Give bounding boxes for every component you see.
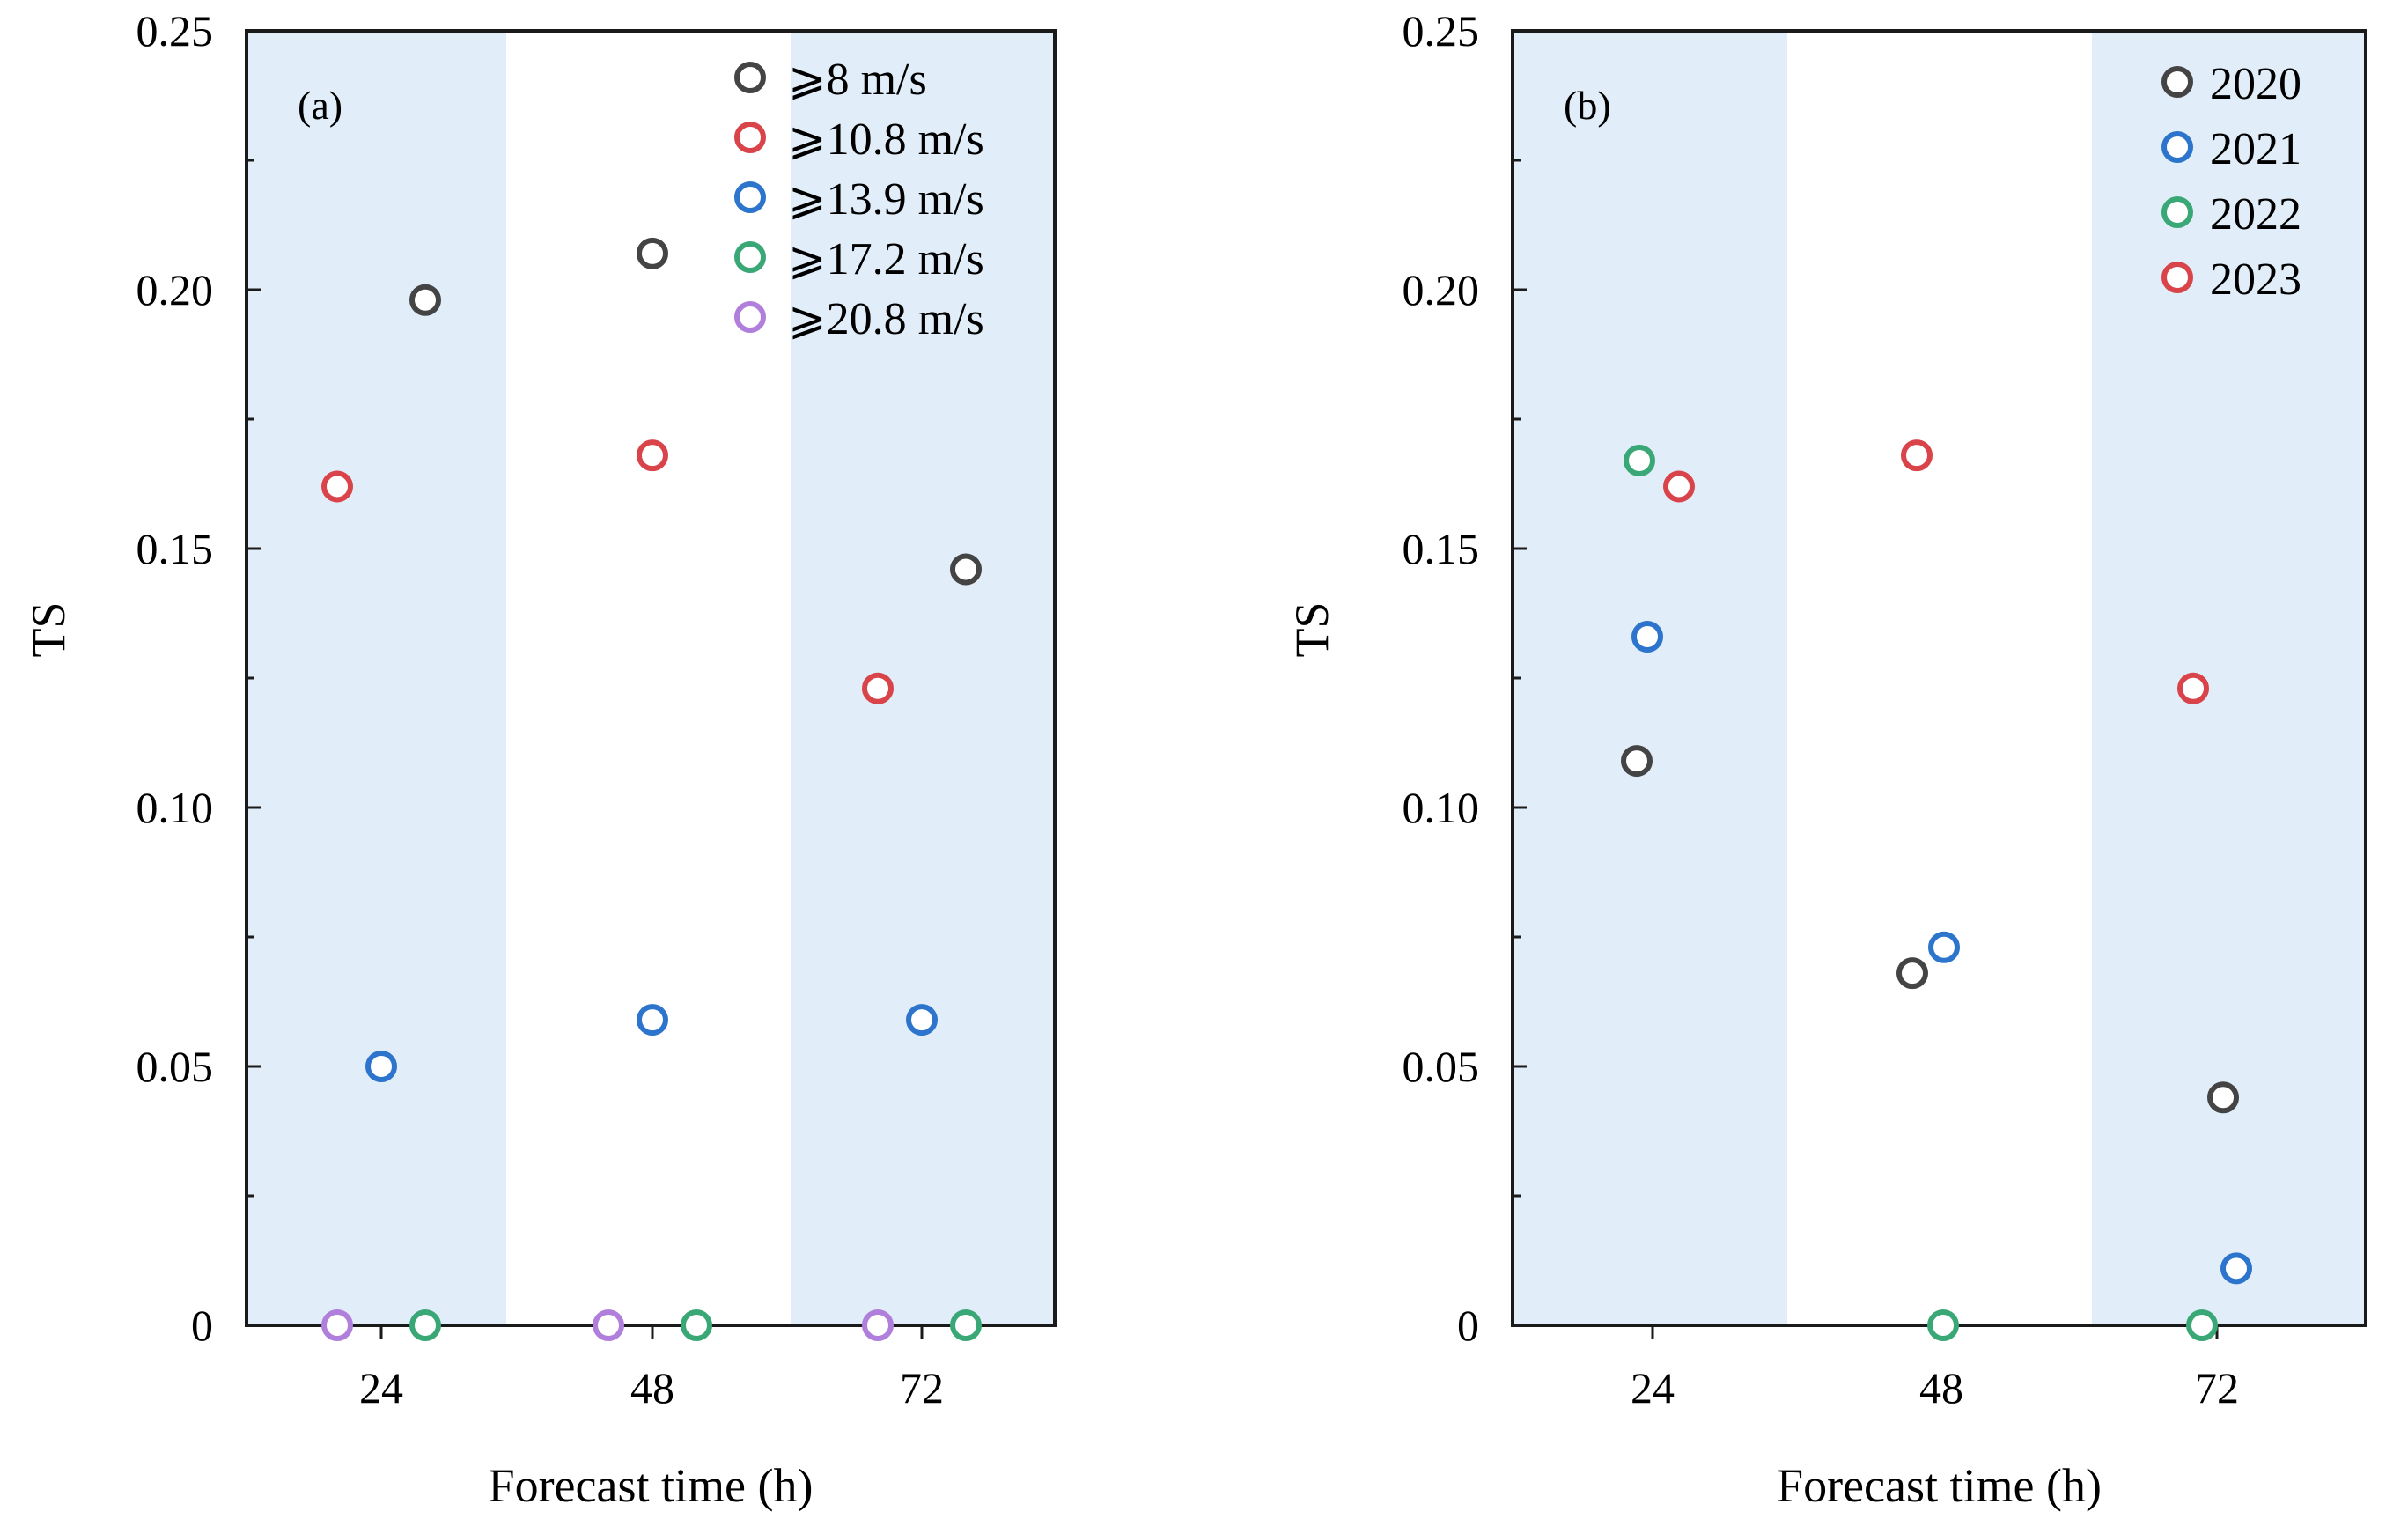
y-axis-title: TS [1285,601,1338,657]
data-point-red-48 [1901,439,1933,472]
y-tick-label: 0.15 [1403,524,1480,573]
legend-marker-black [734,62,766,93]
data-point-purple-48 [593,1309,624,1341]
data-point-green-48 [1927,1309,1959,1341]
data-point-black-24 [1621,745,1653,778]
data-point-blue-72 [2220,1252,2252,1285]
data-point-black-48 [637,237,668,269]
x-axis-title: Forecast time (h) [489,1459,814,1512]
legend-marker-red [2161,262,2193,293]
x-tick-label: 72 [2195,1363,2239,1412]
y-tick-label: 0.10 [136,783,214,832]
data-point-black-24 [409,284,441,316]
data-point-blue-24 [365,1051,397,1082]
legend-marker-blue [2161,131,2193,163]
legend-marker-purple [734,301,766,333]
panel-b: 0 0.05 0.10 0.15 0.20 0.25 24 48 72 Forecast time… [1285,6,2367,1512]
data-point-purple-72 [862,1309,894,1341]
x-axis-title: Forecast time (h) [1777,1459,2102,1512]
x-tick-label: 48 [630,1363,674,1412]
y-tick-label: 0.25 [1403,6,1480,55]
legend-marker-green [2161,196,2193,228]
x-tick-label: 24 [1631,1363,1675,1412]
data-point-green-72 [2186,1309,2218,1341]
x-tick-label: 48 [1919,1363,1963,1412]
data-point-red-72 [862,672,894,704]
data-point-green-72 [950,1309,982,1341]
y-tick-label: 0 [1457,1301,1479,1350]
legend-label: ⩾10.8 m/s [788,114,984,165]
data-point-blue-24 [1631,620,1663,653]
x-tick-label: 24 [359,1363,403,1412]
y-tick-label: 0.20 [136,265,214,314]
panel-label: (a) [298,83,342,128]
x-tick-label: 72 [900,1363,944,1412]
legend-label: ⩾8 m/s [788,55,927,105]
legend-label: 2021 [2210,124,2301,174]
legend-label: ⩾17.2 m/s [788,234,984,284]
shaded-band-24 [1513,31,1787,1325]
data-point-black-72 [2207,1081,2239,1114]
y-tick-label: 0.15 [136,524,214,573]
legend-label: ⩾20.8 m/s [788,294,984,344]
y-tick-label: 0 [191,1301,213,1350]
legend-label: 2023 [2210,254,2301,305]
data-point-red-48 [637,439,668,472]
panel-a: 0 0.05 0.10 0.15 0.20 0.25 24 48 72 Forecast time… [22,6,1057,1512]
y-tick-label: 0.25 [136,6,214,55]
shaded-band-24 [247,31,506,1325]
y-tick-label: 0.20 [1403,265,1480,314]
data-point-blue-48 [1928,931,1960,963]
data-point-green-48 [681,1309,712,1341]
legend-marker-blue [734,181,766,213]
panel-label: (b) [1564,83,1611,128]
data-point-red-72 [2177,672,2209,704]
data-point-black-72 [950,553,982,586]
data-point-green-24 [1624,445,1655,477]
legend-marker-red [734,122,766,153]
legend-label: 2022 [2210,189,2301,240]
data-point-black-48 [1896,957,1928,990]
data-point-green-24 [409,1309,441,1341]
legend-label: ⩾13.9 m/s [788,174,984,225]
y-tick-label: 0.10 [1403,783,1480,832]
legend-marker-green [734,241,766,273]
y-tick-label: 0.05 [1403,1042,1480,1091]
data-point-blue-48 [637,1004,668,1036]
data-point-red-24 [321,470,353,503]
y-axis-title: TS [22,601,75,657]
shaded-band-72 [791,31,1055,1325]
legend-label: 2020 [2210,59,2301,109]
y-tick-label: 0.05 [136,1042,214,1091]
data-point-blue-72 [906,1004,938,1036]
data-point-purple-24 [321,1309,353,1341]
legend-marker-black [2161,66,2193,98]
data-point-red-24 [1663,470,1695,503]
